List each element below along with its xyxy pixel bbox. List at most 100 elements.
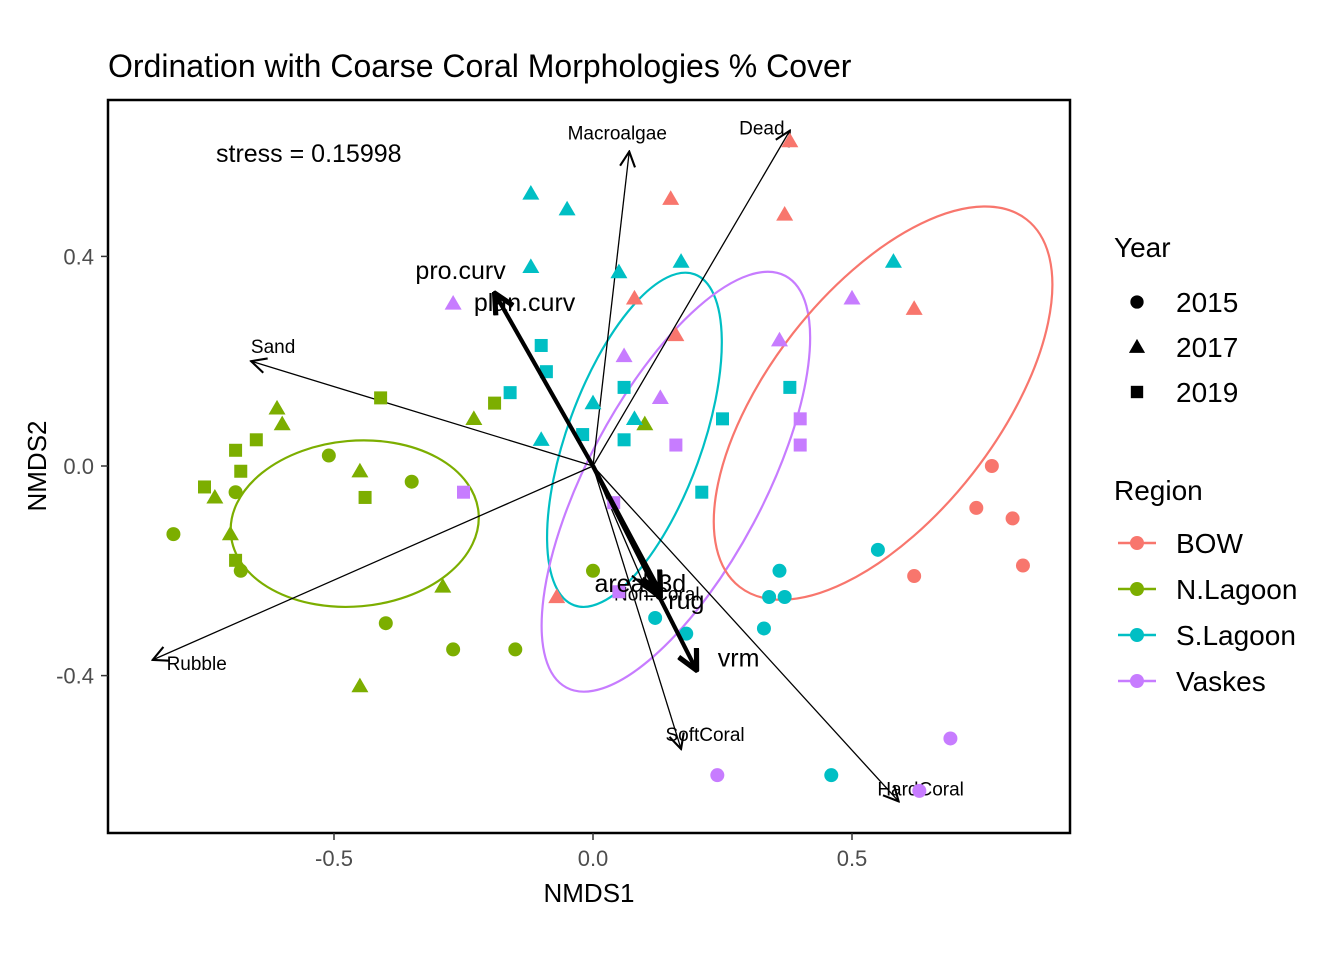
data-point [488, 396, 502, 410]
data-point [648, 610, 663, 625]
data-point [793, 438, 807, 452]
vector-macroalgae [592, 152, 629, 467]
legend-key-dot [1130, 536, 1144, 550]
data-point [198, 480, 211, 494]
data-point [615, 347, 633, 363]
vector-sand [251, 361, 594, 467]
data-point [667, 326, 685, 342]
data-point [912, 783, 927, 798]
region-legend-title: Region [1114, 475, 1203, 506]
data-point [586, 563, 600, 578]
y-tick-label: 0.4 [63, 244, 94, 269]
data-point [522, 258, 540, 273]
legend-key-year-2015 [1130, 295, 1144, 309]
vector-dead [592, 131, 790, 467]
data-point [228, 485, 243, 500]
data-point [321, 448, 336, 463]
year-legend-title: Year [1114, 232, 1171, 263]
legend-key-year-2017 [1128, 338, 1146, 353]
data-point [249, 433, 263, 447]
data-point [679, 626, 694, 641]
chart-title: Ordination with Coarse Coral Morphologie… [108, 48, 852, 84]
vector-label-macroalgae: Macroalgae [568, 124, 667, 145]
data-point [783, 380, 797, 394]
ellipse-s-lagoon [545, 271, 723, 608]
data-point [378, 616, 393, 631]
data-point [404, 474, 419, 489]
data-point [610, 263, 628, 279]
data-point [351, 462, 369, 478]
legend-label-region: N.Lagoon [1176, 574, 1297, 605]
data-point [444, 295, 462, 310]
legend-label-region: BOW [1176, 528, 1243, 559]
data-point [651, 389, 669, 404]
data-point [710, 768, 725, 783]
x-tick-label: 0.0 [578, 846, 609, 871]
data-point [776, 205, 794, 221]
data-point [558, 200, 576, 216]
data-point [984, 459, 999, 473]
x-axis-label: NMDS1 [543, 878, 634, 908]
confidence-ellipses [229, 205, 1054, 693]
data-point [824, 768, 839, 783]
data-point [351, 677, 369, 693]
data-point [234, 464, 248, 478]
data-point [716, 412, 729, 426]
data-point [446, 642, 461, 657]
data-point [1015, 558, 1030, 573]
vector-label-softcoral: SoftCoral [665, 725, 744, 746]
vector-label-plan-curv: plan.curv [474, 289, 576, 317]
data-point [943, 731, 958, 746]
data-point [548, 588, 566, 604]
data-point [229, 553, 243, 567]
data-point [233, 563, 248, 578]
legend-label-year: 2017 [1176, 332, 1238, 363]
data-point [870, 542, 885, 557]
data-point [273, 415, 291, 431]
vector-label-sand: Sand [251, 337, 295, 358]
data-point [843, 289, 861, 305]
data-point [907, 569, 922, 584]
vector-rubble [153, 465, 594, 660]
year-legend: Year 2015 2017 2019 [1114, 232, 1238, 408]
ellipse-vaskes [540, 270, 812, 693]
data-point [617, 433, 631, 447]
legend-label-region: Vaskes [1176, 666, 1266, 697]
stress-annotation: stress = 0.15998 [216, 140, 402, 168]
region-legend: Region BOW N.Lagoon S.Lagoon Vaskes [1114, 475, 1297, 697]
data-point [672, 253, 690, 268]
vector-label-area_3d: area_3d [594, 570, 686, 598]
data-point [532, 431, 550, 446]
data-point [770, 331, 788, 347]
vector-vrm [591, 465, 697, 670]
data-point [905, 300, 923, 315]
data-point [374, 391, 388, 405]
data-point [884, 253, 902, 268]
y-tick-label: 0.0 [63, 454, 94, 479]
data-point [777, 590, 792, 604]
y-tick-label: -0.4 [56, 664, 94, 689]
data-point [781, 132, 799, 148]
legend-key-dot [1130, 674, 1144, 688]
data-point [522, 185, 540, 200]
legend-key-dot [1130, 582, 1144, 596]
data-point [636, 415, 654, 431]
vector-pro-curv [495, 293, 595, 468]
vector-label-dead: Dead [739, 119, 784, 140]
x-tick-label: -0.5 [315, 846, 353, 871]
data-point [617, 380, 631, 394]
data-point [434, 578, 452, 593]
data-point [669, 438, 683, 452]
plot-border [106, 98, 1072, 835]
data-point [662, 190, 680, 205]
data-point [695, 485, 709, 499]
vector-hardcoral [592, 465, 899, 801]
legend-key-year-2019 [1130, 385, 1144, 399]
vector-label-rubble: Rubble [167, 654, 227, 675]
axes: -0.5 0.0 0.5 -0.4 0.0 0.4 [56, 244, 867, 871]
data-point [1005, 511, 1020, 526]
data-point [584, 394, 602, 410]
data-point [221, 525, 239, 541]
ellipse-bow [712, 205, 1054, 601]
